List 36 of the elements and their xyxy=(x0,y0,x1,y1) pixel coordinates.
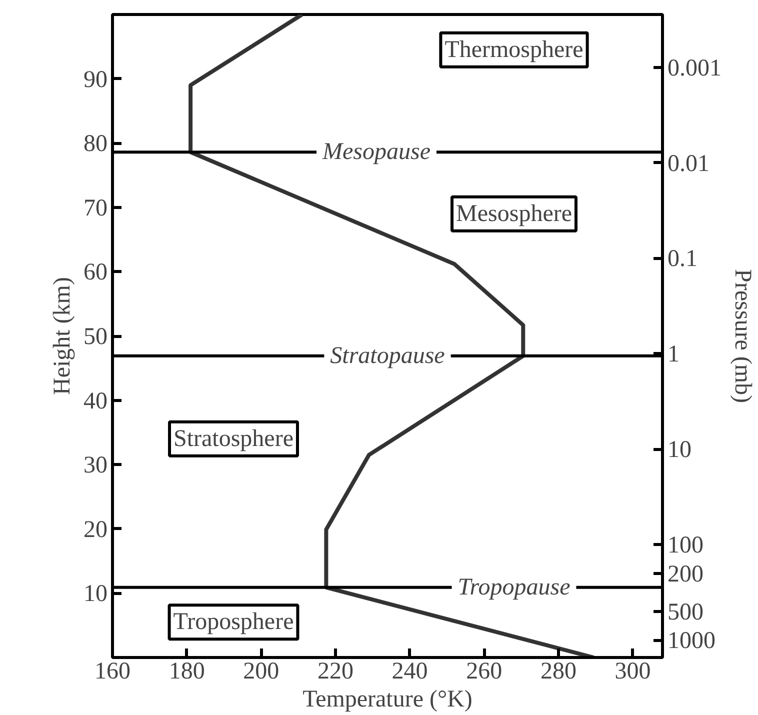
ref-line-label: Mesopause xyxy=(322,139,431,166)
y2-tick-label: 10 xyxy=(668,437,692,464)
annotation: Troposphere xyxy=(173,609,294,636)
y-axis-title: Height (km) xyxy=(50,277,76,395)
y2-tick-label: 1 xyxy=(668,342,680,368)
x-axis-title: Temperature (°K) xyxy=(302,686,472,712)
y-tick-label: 80 xyxy=(84,131,108,158)
y2-tick-label: 200 xyxy=(668,561,704,588)
x-tick-label: 300 xyxy=(614,658,651,684)
y-tick-label: 60 xyxy=(84,260,108,286)
y2-axis-title: Pressure (mb) xyxy=(730,269,756,403)
y2-tick-label: 0.1 xyxy=(668,246,698,272)
x-tick-label: 240 xyxy=(392,658,428,684)
annotation: Mesosphere xyxy=(456,200,572,227)
y2-tick-label: 0.001 xyxy=(668,55,722,82)
y2-tick-label: 0.01 xyxy=(668,150,710,177)
annotation: Stratosphere xyxy=(174,426,294,452)
y-tick-label: 10 xyxy=(84,581,108,608)
x-tick-label: 180 xyxy=(168,658,205,684)
y-tick-label: 30 xyxy=(84,452,108,479)
x-tick-label: 280 xyxy=(540,658,576,684)
x-tick-label: 160 xyxy=(94,658,130,684)
x-tick-label: 260 xyxy=(466,658,502,684)
x-tick-label: 200 xyxy=(243,658,280,684)
ref-line-label: Stratopause xyxy=(330,342,446,369)
y-tick-label: 40 xyxy=(84,388,108,414)
y-tick-label: 70 xyxy=(84,195,108,222)
y-tick-label: 90 xyxy=(84,66,108,93)
annotation: Thermosphere xyxy=(444,36,584,63)
y-tick-label: 50 xyxy=(84,324,108,350)
y-tick-label: 20 xyxy=(84,516,108,543)
ref-line-label: Tropopause xyxy=(458,574,571,600)
y2-tick-label: 1000 xyxy=(668,628,716,654)
y2-tick-label: 500 xyxy=(668,599,704,626)
x-tick-label: 220 xyxy=(317,658,354,684)
y2-tick-label: 100 xyxy=(668,532,704,559)
